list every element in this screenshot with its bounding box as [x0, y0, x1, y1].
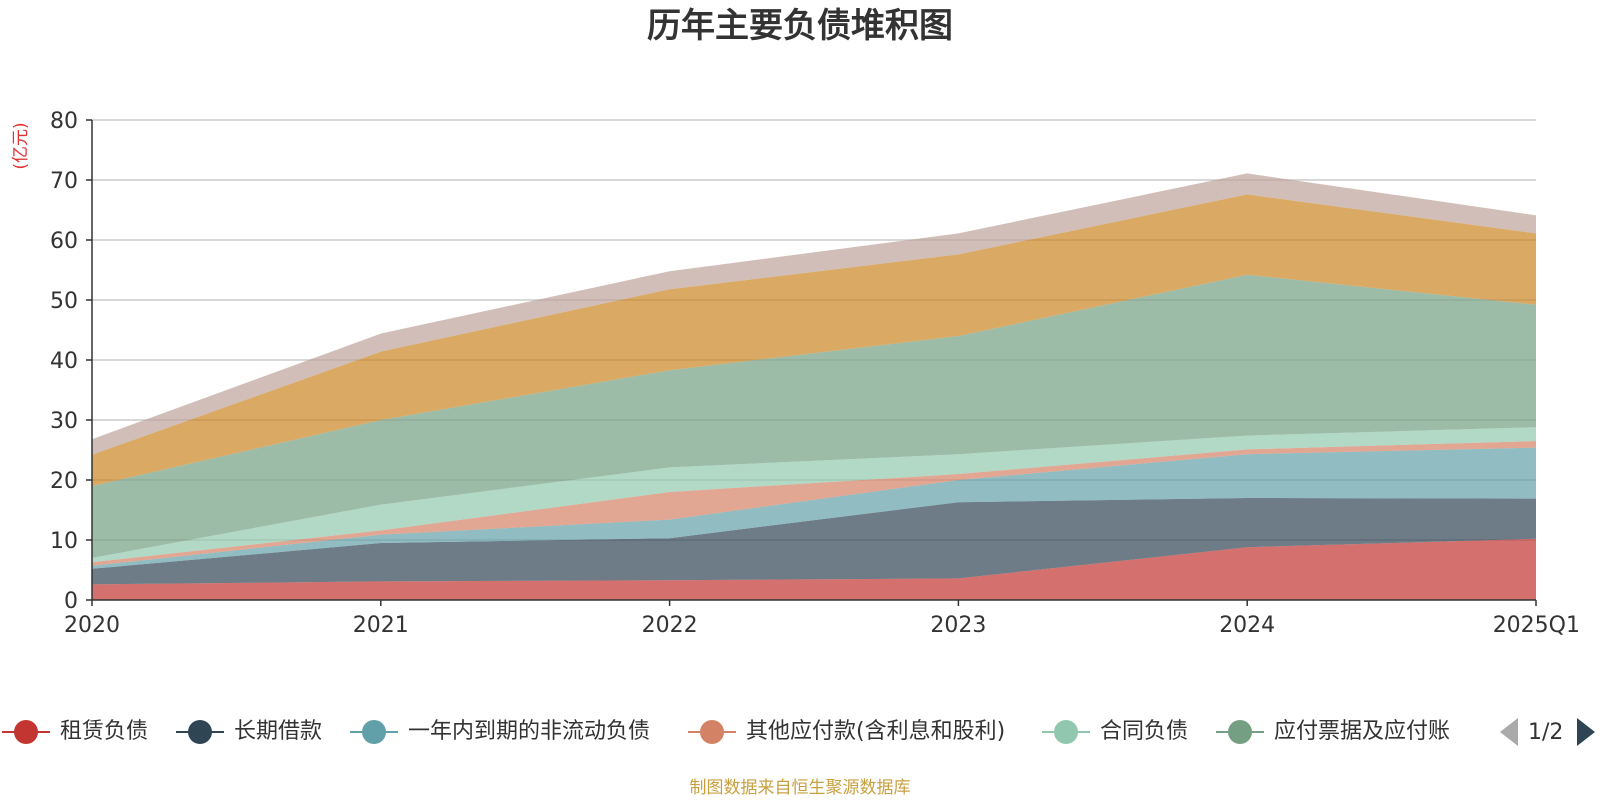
legend-item[interactable]: 长期借款 [174, 712, 322, 752]
legend-item[interactable]: 一年内到期的非流动负债 [348, 712, 650, 752]
legend-marker-icon [1040, 712, 1092, 752]
legend-item[interactable]: 合同负债 [1040, 712, 1188, 752]
legend: 租赁负债 长期借款 一年内到期的非流动负债 其他应付款(含利息和股利) 合同负债 应付票据… [0, 712, 1480, 752]
y-tick-label: 30 [50, 409, 78, 434]
area-series-2[interactable] [92, 498, 1536, 585]
x-tick-labels: 2020 2021 2022 2023 2024 2025Q1 [64, 600, 1580, 638]
legend-next-page-icon[interactable] [1577, 718, 1596, 746]
legend-marker-icon [348, 712, 400, 752]
x-tick-label: 2025Q1 [1493, 613, 1580, 638]
area-series-1[interactable] [92, 538, 1536, 600]
legend-marker-icon [174, 712, 226, 752]
stacked-areas [92, 173, 1536, 600]
legend-label: 合同负债 [1100, 719, 1189, 744]
y-tick-label: 50 [50, 289, 78, 314]
legend-item[interactable]: 应付票据及应付账 [1214, 712, 1450, 752]
y-tick-label: 20 [50, 469, 78, 494]
legend-item[interactable]: 租赁负债 [0, 712, 148, 752]
y-tick-label: 40 [50, 349, 78, 374]
legend-label: 租赁负债 [60, 719, 149, 744]
y-tick-label: 0 [64, 589, 78, 614]
legend-page-indicator: 1/2 [1528, 719, 1564, 745]
legend-label: 一年内到期的非流动负债 [408, 719, 651, 744]
area-series-7[interactable] [92, 194, 1536, 486]
area-series-3[interactable] [92, 447, 1536, 569]
y-tick-labels: 0 10 20 30 40 50 60 70 80 [50, 109, 92, 614]
legend-marker-icon [686, 712, 738, 752]
area-series-5[interactable] [92, 427, 1536, 563]
legend-label: 应付票据及应付账 [1274, 719, 1451, 744]
y-axis-unit-label: (亿元) [11, 122, 31, 169]
legend-pager: 1/2 [1500, 712, 1596, 752]
area-series-8[interactable] [92, 173, 1536, 455]
x-tick-label: 2020 [64, 613, 120, 638]
y-tick-label: 10 [50, 529, 78, 554]
y-tick-label: 70 [50, 169, 78, 194]
y-tick-label: 80 [50, 109, 78, 134]
legend-marker-icon [0, 712, 52, 752]
y-tick-label: 60 [50, 229, 78, 254]
x-tick-label: 2023 [930, 613, 986, 638]
legend-label: 其他应付款(含利息和股利) [746, 719, 1006, 744]
legend-prev-page-icon[interactable] [1500, 718, 1518, 746]
chart-title: 历年主要负债堆积图 [647, 6, 953, 46]
legend-label: 长期借款 [234, 719, 323, 744]
x-tick-label: 2024 [1219, 613, 1275, 638]
x-tick-label: 2022 [642, 613, 698, 638]
source-note: 制图数据来自恒生聚源数据库 [689, 778, 911, 798]
area-series-6[interactable] [92, 274, 1536, 558]
x-tick-label: 2021 [353, 613, 409, 638]
legend-item[interactable]: 其他应付款(含利息和股利) [686, 712, 1005, 752]
legend-marker-icon [1214, 712, 1266, 752]
